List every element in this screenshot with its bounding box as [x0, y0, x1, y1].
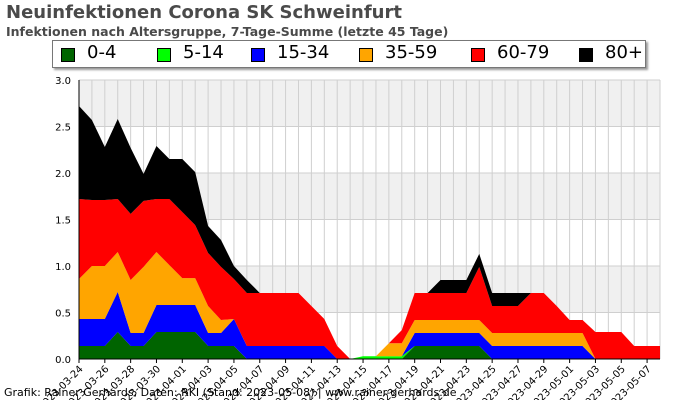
legend-label-5-14: 5-14	[183, 42, 224, 63]
legend-swatch-0-4	[61, 48, 75, 62]
area-series-60-79	[79, 199, 660, 359]
legend-swatch-5-14	[157, 48, 171, 62]
chart-credit: Grafik: Rainer Gerhards, Daten: RKI (Sta…	[4, 386, 457, 399]
legend-swatch-15-34	[251, 48, 265, 62]
area-series-15-34	[79, 292, 660, 359]
legend-swatch-35-59	[359, 48, 373, 62]
legend-swatch-80plus	[579, 48, 593, 62]
legend-label-0-4: 0-4	[87, 42, 117, 63]
y-tick-label-6: 3.0	[55, 76, 71, 87]
area-series-80plus	[79, 106, 660, 359]
y-tick-label-1: 0.5	[55, 309, 71, 320]
legend-label-35-59: 35-59	[385, 42, 438, 63]
y-tick-label-3: 1.5	[55, 216, 71, 227]
y-tick-label-2: 1.0	[55, 262, 71, 273]
legend-label-15-34: 15-34	[277, 42, 330, 63]
chart-legend: 0-4 5-14 15-34 35-59 60-79 80+	[52, 40, 646, 68]
legend-label-80plus: 80+	[605, 42, 643, 63]
y-tick-label-4: 2.0	[55, 169, 71, 180]
legend-swatch-60-79	[471, 48, 485, 62]
grid-band-5	[79, 80, 660, 127]
area-series-0-4	[79, 332, 660, 359]
chart-subtitle: Infektionen nach Altersgruppe, 7-Tage-Su…	[6, 24, 449, 39]
y-tick-label-0: 0.0	[55, 355, 71, 366]
legend-label-60-79: 60-79	[497, 42, 550, 63]
chart-title: Neuinfektionen Corona SK Schweinfurt	[6, 2, 402, 23]
y-tick-label-5: 2.5	[55, 123, 71, 134]
